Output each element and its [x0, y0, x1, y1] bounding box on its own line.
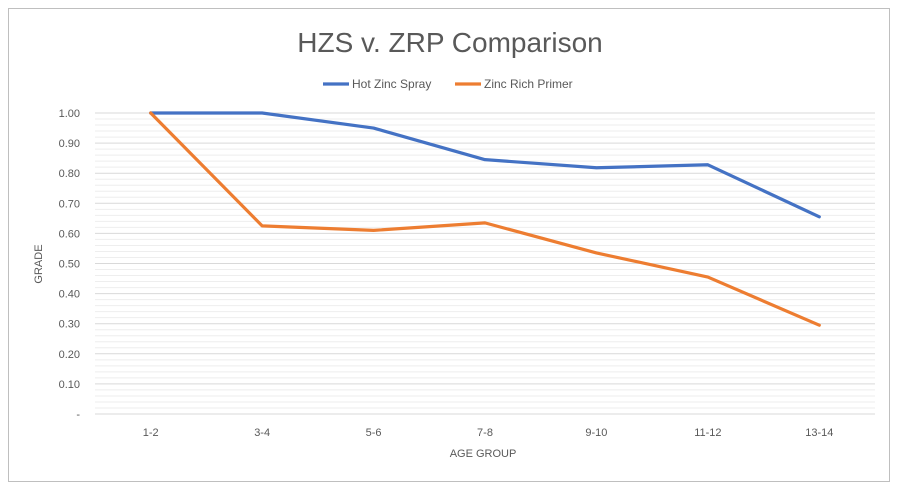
- series-lines: [149, 111, 821, 327]
- chart-title: HZS v. ZRP Comparison: [297, 27, 602, 58]
- legend-label: Zinc Rich Primer: [484, 77, 573, 91]
- x-tick-label: 11-12: [694, 427, 721, 439]
- series-line-zinc-rich-primer: [149, 111, 821, 327]
- x-tick-label: 9-10: [585, 427, 607, 439]
- y-tick-label: 0.70: [59, 198, 80, 210]
- x-axis-ticks: 1-2 3-4 5-6 7-8 9-10 11-12 13-14: [143, 427, 834, 439]
- y-tick-label: 0.80: [59, 168, 80, 180]
- y-tick-label: 0.90: [59, 138, 80, 150]
- x-tick-label: 5-6: [366, 427, 382, 439]
- y-tick-label: 0.10: [59, 379, 80, 391]
- y-tick-label: 0.30: [59, 319, 80, 331]
- legend-label: Hot Zinc Spray: [352, 77, 431, 91]
- x-tick-label: 3-4: [254, 427, 270, 439]
- legend: Hot Zinc Spray Zinc Rich Primer: [323, 77, 573, 91]
- y-tick-label: 0.20: [59, 349, 80, 361]
- y-tick-label: 0.60: [59, 228, 80, 240]
- x-axis-title: AGE GROUP: [450, 448, 517, 460]
- y-tick-label: 1.00: [59, 108, 80, 120]
- y-axis-ticks: - 0.10 0.20 0.30 0.40 0.50 0.60 0.70 0.80 0.90 1.0…: [59, 108, 81, 421]
- y-tick-label: 0.40: [59, 289, 80, 301]
- y-tick-label: -: [76, 409, 80, 421]
- y-axis-title: GRADE: [33, 244, 45, 283]
- x-tick-label: 13-14: [805, 427, 833, 439]
- y-tick-label: 0.50: [59, 259, 80, 271]
- series-line-hot-zinc-spray: [149, 111, 821, 219]
- x-tick-label: 7-8: [477, 427, 493, 439]
- x-tick-label: 1-2: [143, 427, 159, 439]
